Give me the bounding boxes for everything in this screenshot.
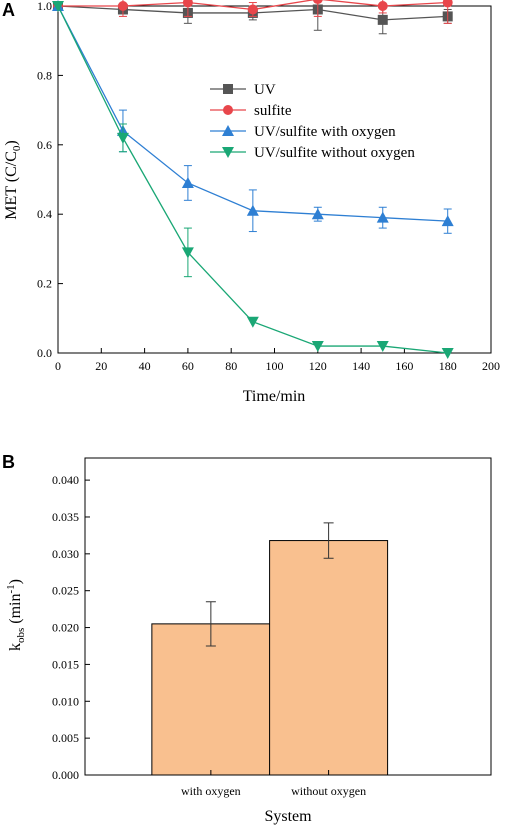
panel-a-x-tick-label: 200 xyxy=(482,359,500,373)
triangle-down-marker xyxy=(52,1,64,12)
triangle-down-marker xyxy=(116,132,129,144)
circle-marker xyxy=(223,105,233,115)
panel-a-x-tick-label: 0 xyxy=(55,359,61,373)
series-triangle-down xyxy=(52,1,454,359)
panel-a-y-tick-label: 1.0 xyxy=(37,0,52,13)
legend-item: UV/sulfite with oxygen xyxy=(210,124,396,140)
triangle-up-marker xyxy=(181,176,194,188)
circle-marker xyxy=(247,4,258,15)
panel-b-y-label-rest: (min xyxy=(7,594,24,628)
legend-label: UV/sulfite with oxygen xyxy=(254,124,396,140)
square-marker xyxy=(377,14,388,25)
panel-b-y-label-main: k xyxy=(7,643,24,651)
panel-b-y-tick-label: 0.025 xyxy=(52,584,79,598)
panel-b-label: B xyxy=(2,452,15,472)
triangle-up-marker xyxy=(376,211,389,223)
legend-label: UV/sulfite without oxygen xyxy=(254,145,415,161)
panel-b-y-tick-label: 0.035 xyxy=(52,510,79,524)
panel-b-y-tick-label: 0.005 xyxy=(52,731,79,745)
circle-marker xyxy=(117,1,128,11)
panel-b-y-label-close: ) xyxy=(7,579,24,584)
series-line xyxy=(57,5,448,354)
circle-marker xyxy=(312,0,323,5)
panel-b-y-tick-label: 0.020 xyxy=(52,621,79,635)
panel-a-x-axis-label: Time/min xyxy=(243,388,306,405)
panel-b-x-tick-label: without oxygen xyxy=(291,784,366,798)
panel-b-y-tick-label: 0.030 xyxy=(52,547,79,561)
panel-b-y-label-sub: obs xyxy=(15,628,27,643)
panel-a-x-tick-label: 80 xyxy=(225,359,237,373)
triangle-down-marker xyxy=(311,341,324,353)
panel-a-x-tick-label: 60 xyxy=(182,359,194,373)
circle-marker xyxy=(182,0,193,8)
panel-a-y-label-sub: 0 xyxy=(11,145,23,151)
legend-item: UV/sulfite without oxygen xyxy=(210,145,415,161)
panel-a-y-tick-label: 0.6 xyxy=(37,138,52,152)
panel-b-y-label-sup: -1 xyxy=(5,584,17,593)
panel-a-y-tick-label: 0.8 xyxy=(37,68,52,82)
triangle-down-marker xyxy=(441,348,454,359)
panel-a-y-tick-label: 0.2 xyxy=(37,277,52,291)
panel-b-y-tick-label: 0.015 xyxy=(52,657,79,671)
panel-b-y-tick-label: 0.010 xyxy=(52,694,79,708)
series-line xyxy=(57,5,448,222)
bar xyxy=(269,540,389,776)
panel-a-legend: UV sulfite UV/sulfite with oxygen UV/sulfit… xyxy=(210,82,415,161)
panel-b-y-axis-label: kobs (min-1) xyxy=(5,579,27,651)
bar xyxy=(151,623,271,776)
triangle-down-marker xyxy=(181,247,194,259)
panel-b-x-tick-label: with oxygen xyxy=(181,784,241,798)
panel-a-x-tick-label: 40 xyxy=(139,359,151,373)
panel-a-ticks: 0 20 40 60 80 100 120 140 160 180 200 0.0 0.2 0.4 0.6 0… xyxy=(37,0,500,373)
panel-b-x-axis-label: System xyxy=(264,808,312,825)
panel-b-y-tick-label: 0.000 xyxy=(52,768,79,782)
panel-a-y-label-main: MET (C/C xyxy=(3,151,20,220)
panel-a-y-label-close: ) xyxy=(3,140,20,145)
panel-a-y-tick-label: 0.4 xyxy=(37,207,52,221)
panel-a-plot-frame xyxy=(57,5,492,354)
panel-a-label: A xyxy=(2,0,15,20)
panel-a-y-tick-label: 0.0 xyxy=(37,346,52,360)
triangle-down-marker xyxy=(246,316,259,328)
panel-b-bars xyxy=(151,522,389,776)
triangle-up-marker xyxy=(441,215,454,227)
triangle-down-marker xyxy=(222,147,234,158)
legend-item: UV xyxy=(210,82,276,98)
panel-a-series xyxy=(52,0,454,359)
panel-b-ticks: 0.000 0.005 0.010 0.015 0.020 0.025 0.030 0.035… xyxy=(52,473,366,798)
square-marker xyxy=(223,84,233,94)
triangle-up-marker xyxy=(246,204,259,216)
circle-marker xyxy=(442,0,453,8)
triangle-up-marker xyxy=(311,208,324,220)
legend-label: sulfite xyxy=(254,103,292,119)
panel-a-x-tick-label: 100 xyxy=(266,359,284,373)
panel-a-y-axis-label: MET (C/C0) xyxy=(3,140,23,219)
panel-b: B 0.0000.0050.0100.0150.0200.0250.0300.0… xyxy=(2,452,492,825)
panel-a-x-tick-label: 180 xyxy=(439,359,457,373)
legend-label: UV xyxy=(254,82,276,98)
panel-b-y-tick-label: 0.040 xyxy=(52,473,79,487)
triangle-up-marker xyxy=(222,125,234,136)
circle-marker xyxy=(377,1,388,11)
panel-a-x-tick-label: 20 xyxy=(95,359,107,373)
panel-a: A 0 20 40 60 80 100 120 140 160 180 200 0.0 0.2 0.4 0.… xyxy=(2,0,500,405)
panel-a-x-tick-label: 140 xyxy=(352,359,370,373)
legend-item: sulfite xyxy=(210,103,292,119)
panel-a-x-tick-label: 120 xyxy=(309,359,327,373)
triangle-down-marker xyxy=(376,341,389,353)
panel-a-x-tick-label: 160 xyxy=(395,359,413,373)
